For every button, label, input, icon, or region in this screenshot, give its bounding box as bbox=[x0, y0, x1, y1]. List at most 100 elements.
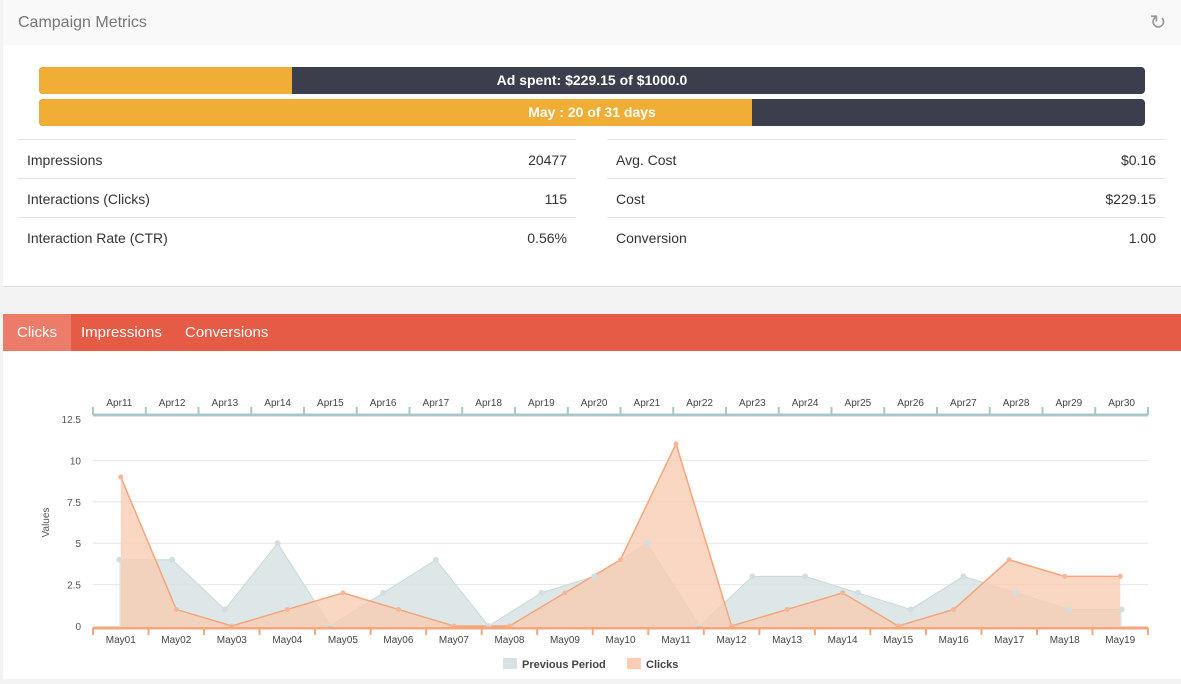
bottom-axis-label: May01 bbox=[106, 635, 136, 646]
top-axis-label: Apr16 bbox=[370, 398, 397, 409]
metric-tabs: Clicks Impressions Conversions bbox=[3, 314, 1181, 351]
previous-period-point bbox=[380, 589, 387, 596]
bottom-axis-label: May15 bbox=[883, 635, 913, 646]
clicks-point bbox=[951, 606, 957, 612]
tab-clicks[interactable]: Clicks bbox=[3, 314, 71, 351]
previous-period-point bbox=[1118, 606, 1125, 613]
stat-row-avg-cost: Avg. Cost $0.16 bbox=[607, 139, 1165, 179]
top-axis-label: Apr29 bbox=[1056, 398, 1083, 409]
previous-period-point bbox=[169, 556, 176, 563]
bottom-axis-label: May02 bbox=[161, 635, 191, 646]
stat-value: 115 bbox=[544, 191, 567, 207]
previous-period-point bbox=[802, 573, 809, 580]
top-axis-label: Apr11 bbox=[106, 398, 132, 409]
y-tick-label: 2.5 bbox=[67, 581, 81, 592]
y-tick-label: 12.5 bbox=[62, 415, 82, 426]
clicks-point bbox=[673, 441, 679, 447]
bottom-axis-label: May03 bbox=[217, 635, 247, 646]
top-axis-label: Apr20 bbox=[581, 398, 608, 409]
refresh-icon[interactable]: ↻ bbox=[1149, 12, 1167, 34]
top-axis-label: Apr14 bbox=[264, 398, 291, 409]
stat-label: Interaction Rate (CTR) bbox=[27, 230, 168, 246]
stat-label: Cost bbox=[616, 191, 645, 207]
clicks-point bbox=[1062, 573, 1068, 579]
bottom-axis-label: May11 bbox=[661, 635, 691, 646]
tab-impressions[interactable]: Impressions bbox=[81, 324, 162, 341]
top-axis-label: Apr25 bbox=[845, 398, 872, 409]
tab-conversions[interactable]: Conversions bbox=[185, 324, 269, 341]
legend-swatch-previous bbox=[503, 658, 517, 669]
stat-value: 1.00 bbox=[1128, 230, 1156, 246]
clicks-point bbox=[284, 606, 290, 612]
ad-spent-progress-fill bbox=[39, 67, 293, 94]
bottom-axis-label: May16 bbox=[939, 635, 969, 646]
ad-spent-progress: Ad spent: $229.15 of $1000.0 bbox=[39, 67, 1145, 94]
clicks-area-chart: 0 2.5 5 7.5 10 12.5 Values Apr11 Apr12 Apr13 Apr14… bbox=[41, 398, 1149, 671]
campaign-metrics-panel: Campaign Metrics ↻ Ad spent: $229.15 of … bbox=[3, 0, 1181, 287]
clicks-point bbox=[1117, 573, 1123, 579]
bottom-axis-label: May13 bbox=[772, 635, 802, 646]
previous-period-point bbox=[432, 556, 439, 563]
legend-label-previous: Previous Period bbox=[522, 659, 606, 671]
stat-row-clicks: Interactions (Clicks) 115 bbox=[18, 178, 576, 218]
top-axis-label: Apr24 bbox=[792, 398, 819, 409]
bottom-axis-label: May08 bbox=[494, 635, 524, 646]
top-axis-label: Apr21 bbox=[634, 398, 661, 409]
previous-period-point bbox=[221, 606, 228, 613]
month-progress: May : 20 of 31 days bbox=[39, 99, 1145, 126]
ad-spent-label: Ad spent: $229.15 of $1000.0 bbox=[496, 72, 688, 88]
stat-value: $229.15 bbox=[1105, 191, 1156, 207]
top-axis-label: Apr22 bbox=[686, 398, 713, 409]
bottom-axis-label: May17 bbox=[994, 635, 1024, 646]
y-tick-label: 5 bbox=[75, 539, 81, 550]
stat-label: Avg. Cost bbox=[616, 152, 677, 168]
bottom-axis-label: May19 bbox=[1105, 635, 1135, 646]
previous-period-point bbox=[116, 556, 123, 563]
stat-row-cost: Cost $229.15 bbox=[607, 178, 1165, 218]
previous-period-point bbox=[960, 573, 967, 580]
previous-period-point bbox=[854, 589, 861, 596]
stat-row-conversion: Conversion 1.00 bbox=[607, 217, 1165, 257]
y-tick-label: 10 bbox=[70, 456, 82, 467]
top-axis-label: Apr18 bbox=[475, 398, 502, 409]
top-axis-label: Apr27 bbox=[950, 398, 977, 409]
clicks-area bbox=[120, 443, 1121, 626]
y-tick-label: 0 bbox=[75, 622, 81, 633]
month-progress-label: May : 20 of 31 days bbox=[528, 104, 656, 120]
bottom-axis-label: May14 bbox=[828, 635, 858, 646]
bottom-axis-label: May06 bbox=[383, 635, 413, 646]
previous-period-point bbox=[1013, 589, 1020, 596]
top-axis-label: Apr26 bbox=[897, 398, 924, 409]
stat-label: Impressions bbox=[27, 152, 103, 168]
clicks-point bbox=[562, 590, 568, 596]
top-axis-label: Apr15 bbox=[317, 398, 344, 409]
clicks-point bbox=[1006, 557, 1012, 563]
clicks-point bbox=[618, 557, 623, 563]
previous-period-point bbox=[591, 573, 598, 580]
legend-label-clicks: Clicks bbox=[646, 659, 678, 671]
clicks-point bbox=[118, 474, 124, 480]
stat-label: Interactions (Clicks) bbox=[27, 191, 150, 207]
bottom-axis-label: May18 bbox=[1050, 635, 1080, 646]
stat-row-ctr: Interaction Rate (CTR) 0.56% bbox=[18, 217, 576, 257]
clicks-point bbox=[840, 590, 846, 596]
top-axis-label: Apr13 bbox=[212, 398, 239, 409]
previous-period-point bbox=[907, 606, 914, 613]
stat-value: $0.16 bbox=[1120, 152, 1156, 168]
bottom-axis-label: May07 bbox=[439, 635, 469, 646]
y-axis-label: Values bbox=[41, 508, 52, 538]
clicks-point bbox=[340, 590, 346, 596]
clicks-point bbox=[784, 606, 790, 612]
stat-value: 0.56% bbox=[527, 230, 567, 246]
legend-swatch-clicks bbox=[627, 658, 641, 669]
previous-period-point bbox=[643, 540, 650, 547]
panel-header: Campaign Metrics ↻ bbox=[3, 0, 1181, 45]
top-axis-label: Apr12 bbox=[159, 398, 186, 409]
month-progress-fill bbox=[39, 99, 753, 126]
bottom-axis-label: May05 bbox=[328, 635, 358, 646]
top-axis-label: Apr19 bbox=[528, 398, 555, 409]
stat-value: 20477 bbox=[528, 152, 567, 168]
bottom-axis-label: May09 bbox=[550, 635, 580, 646]
previous-period-point bbox=[1065, 606, 1072, 613]
bottom-axis-label: May10 bbox=[605, 635, 635, 646]
